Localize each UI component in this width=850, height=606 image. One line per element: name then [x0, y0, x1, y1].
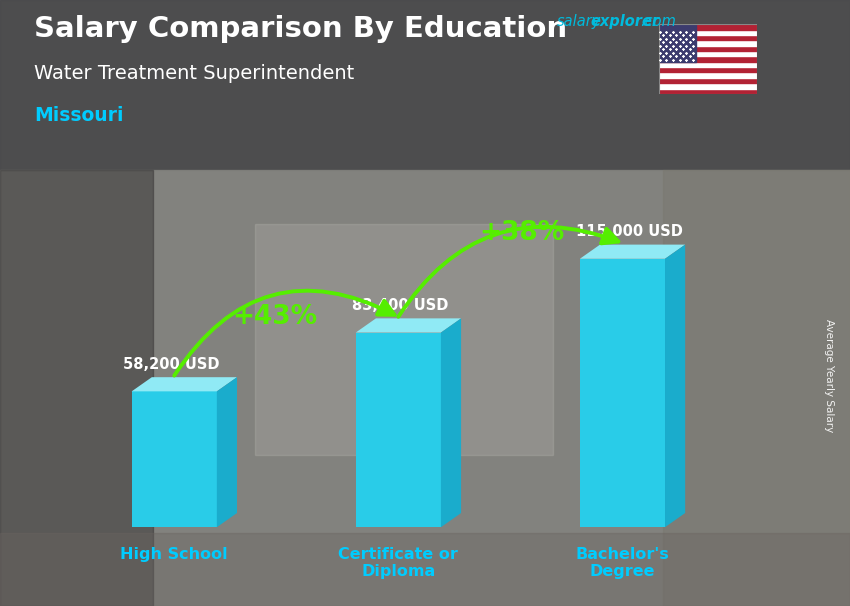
- Bar: [0, 0, 850, 170]
- Polygon shape: [356, 318, 461, 333]
- Bar: [659, 45, 756, 51]
- Bar: [659, 83, 756, 88]
- Text: .com: .com: [640, 14, 676, 29]
- Bar: [580, 259, 665, 527]
- Text: 58,200 USD: 58,200 USD: [123, 356, 219, 371]
- Bar: [659, 24, 696, 62]
- Bar: [0, 170, 850, 606]
- Polygon shape: [217, 377, 237, 527]
- Text: 83,400 USD: 83,400 USD: [352, 298, 448, 313]
- Bar: [659, 24, 756, 30]
- Text: Missouri: Missouri: [34, 106, 123, 125]
- Text: Salary Comparison By Education: Salary Comparison By Education: [34, 15, 567, 43]
- Bar: [255, 224, 552, 454]
- Bar: [659, 73, 756, 78]
- Polygon shape: [580, 245, 685, 259]
- Text: +38%: +38%: [479, 221, 564, 246]
- Bar: [659, 88, 756, 94]
- Bar: [659, 51, 756, 56]
- Polygon shape: [132, 377, 237, 391]
- Text: Average Yearly Salary: Average Yearly Salary: [824, 319, 834, 432]
- Bar: [659, 78, 756, 83]
- Bar: [132, 391, 217, 527]
- Bar: [0, 533, 850, 606]
- Bar: [659, 56, 756, 62]
- Bar: [659, 41, 756, 45]
- Text: Water Treatment Superintendent: Water Treatment Superintendent: [34, 64, 354, 82]
- Bar: [356, 333, 441, 527]
- Bar: [663, 170, 850, 606]
- Text: 115,000 USD: 115,000 USD: [575, 224, 683, 239]
- Polygon shape: [665, 245, 685, 527]
- Bar: [0, 170, 153, 606]
- Bar: [659, 30, 756, 35]
- Bar: [659, 67, 756, 73]
- Polygon shape: [441, 318, 461, 527]
- Bar: [659, 62, 756, 67]
- Bar: [659, 35, 756, 41]
- Text: +43%: +43%: [233, 304, 318, 330]
- Text: explorer: explorer: [591, 14, 660, 29]
- Text: salary: salary: [557, 14, 601, 29]
